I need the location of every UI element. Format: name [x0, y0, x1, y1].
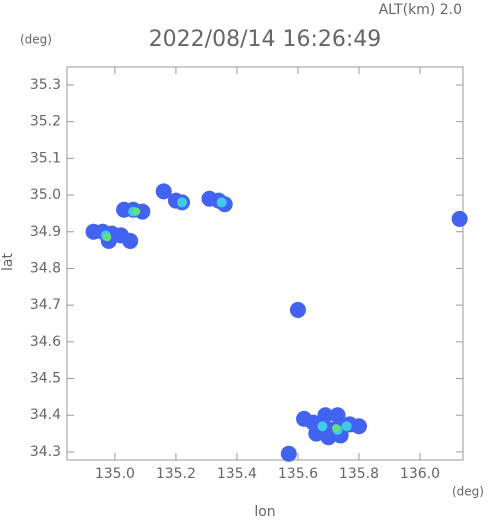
echo-point — [155, 183, 172, 200]
echo-point — [451, 210, 468, 227]
chart-subtitle: ALT(km) 2.0 — [379, 2, 462, 18]
x-tick-label: 135.0 — [95, 466, 135, 482]
chart-title: 2022/08/14 16:26:49 — [149, 27, 382, 52]
x-axis-label: lon — [254, 504, 275, 520]
x-tick-label: 135.8 — [339, 466, 379, 482]
y-tick-label: 34.3 — [30, 444, 61, 460]
y-tick-label: 34.9 — [30, 224, 61, 240]
y-tick-label: 34.8 — [30, 260, 61, 276]
echo-point — [332, 424, 341, 433]
echo-point — [134, 203, 151, 220]
x-tick-label: 135.2 — [156, 466, 196, 482]
y-tick-label: 35.3 — [30, 77, 61, 93]
echo-point — [329, 407, 346, 424]
echo-point — [103, 233, 112, 242]
echo-point — [317, 421, 328, 432]
x-unit: (deg) — [452, 485, 484, 499]
y-tick-label: 35.1 — [30, 150, 61, 166]
echo-point — [289, 301, 306, 318]
y-axis-label: lat — [0, 253, 16, 271]
y-tick-label: 34.6 — [30, 334, 61, 350]
y-tick-label: 34.7 — [30, 297, 61, 313]
y-tick-label: 34.5 — [30, 371, 61, 387]
y-unit: (deg) — [20, 33, 52, 47]
y-tick-label: 35.0 — [30, 187, 61, 203]
echo-point — [122, 232, 139, 249]
plot-frame — [66, 66, 464, 461]
echo-point — [317, 407, 334, 424]
x-tick-label: 135.6 — [278, 466, 318, 482]
echo-point — [177, 197, 188, 208]
echo-point — [132, 207, 141, 216]
x-tick-label: 135.4 — [217, 466, 257, 482]
y-tick-label: 34.4 — [30, 407, 61, 423]
x-tick-label: 136.0 — [400, 466, 440, 482]
echo-point — [280, 445, 297, 462]
echo-point — [216, 197, 227, 208]
echo-point — [320, 429, 337, 446]
echo-point — [350, 418, 367, 435]
echo-point — [341, 421, 352, 432]
y-tick-label: 35.2 — [30, 114, 61, 130]
